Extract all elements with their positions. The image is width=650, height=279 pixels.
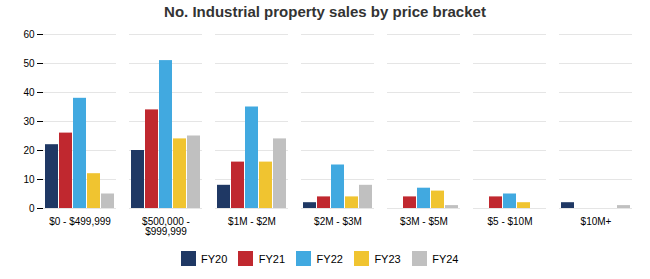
- html-text:FY22: FY22: [316, 252, 343, 265]
- svg-text:$3M - $5M: $3M - $5M: [400, 216, 448, 227]
- html-text:FY21: FY21: [258, 252, 286, 265]
- svg-text:10: 10: [23, 174, 35, 185]
- html-text:FY23: FY23: [374, 252, 401, 265]
- svg-text:40: 40: [23, 87, 35, 98]
- svg-text:$10M+: $10M+: [581, 216, 612, 227]
- html-text:No. Industrial property sales: No. Industrial property sales by price b…: [164, 3, 486, 20]
- svg-text:$1M - $2M: $1M - $2M: [228, 216, 276, 227]
- html-text:FY24: FY24: [432, 252, 459, 265]
- svg-text:$5 - $10M: $5 - $10M: [487, 216, 532, 227]
- svg-text:$0 - $499,999: $0 - $499,999: [49, 216, 111, 227]
- svg-text:$500,000 -$999,999: $500,000 -$999,999: [142, 216, 190, 237]
- svg-text:60: 60: [23, 29, 35, 40]
- svg-text:20: 20: [23, 145, 35, 156]
- html-text:FY20: FY20: [201, 252, 228, 265]
- svg-text:0: 0: [29, 203, 35, 214]
- svg-text:$2M - $3M: $2M - $3M: [314, 216, 362, 227]
- svg-text:30: 30: [23, 116, 35, 127]
- svg-text:50: 50: [23, 58, 35, 69]
